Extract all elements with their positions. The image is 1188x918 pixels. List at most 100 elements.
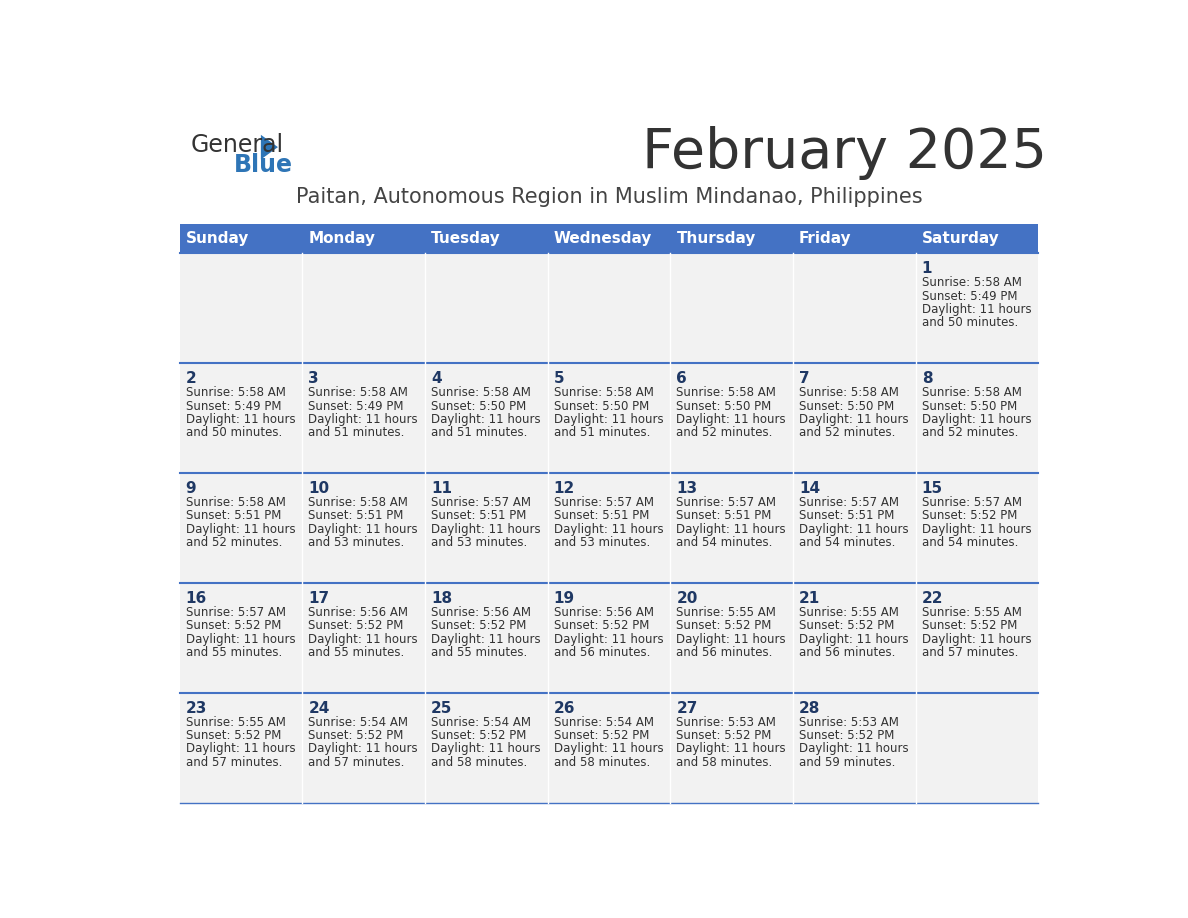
Text: and 56 minutes.: and 56 minutes. [554, 645, 650, 658]
Text: and 50 minutes.: and 50 minutes. [185, 426, 282, 439]
Text: 20: 20 [676, 591, 697, 606]
Text: Sunset: 5:50 PM: Sunset: 5:50 PM [676, 399, 772, 412]
Text: Sunrise: 5:58 AM: Sunrise: 5:58 AM [800, 386, 899, 399]
Text: Daylight: 11 hours: Daylight: 11 hours [922, 522, 1031, 535]
Text: Sunset: 5:50 PM: Sunset: 5:50 PM [800, 399, 895, 412]
Text: Sunrise: 5:53 AM: Sunrise: 5:53 AM [800, 716, 899, 729]
Text: February 2025: February 2025 [643, 126, 1048, 180]
Text: 1: 1 [922, 261, 933, 276]
Text: Daylight: 11 hours: Daylight: 11 hours [676, 412, 786, 426]
Bar [179, 693, 1038, 803]
Text: Daylight: 11 hours: Daylight: 11 hours [676, 743, 786, 756]
Text: Tuesday: Tuesday [431, 231, 501, 246]
Text: and 53 minutes.: and 53 minutes. [309, 536, 405, 549]
Text: 6: 6 [676, 371, 687, 386]
Text: Daylight: 11 hours: Daylight: 11 hours [922, 412, 1031, 426]
Text: Sunset: 5:51 PM: Sunset: 5:51 PM [185, 509, 282, 522]
Bar [670, 224, 792, 253]
Text: Daylight: 11 hours: Daylight: 11 hours [185, 743, 296, 756]
Text: Friday: Friday [800, 231, 852, 246]
Text: and 52 minutes.: and 52 minutes. [185, 536, 282, 549]
Text: 15: 15 [922, 481, 943, 496]
Text: 8: 8 [922, 371, 933, 386]
Text: Sunset: 5:50 PM: Sunset: 5:50 PM [431, 399, 526, 412]
Text: Sunset: 5:51 PM: Sunset: 5:51 PM [800, 509, 895, 522]
Text: Sunset: 5:52 PM: Sunset: 5:52 PM [800, 730, 895, 743]
Text: 12: 12 [554, 481, 575, 496]
Text: 5: 5 [554, 371, 564, 386]
Text: Daylight: 11 hours: Daylight: 11 hours [185, 633, 296, 645]
Text: Sunset: 5:50 PM: Sunset: 5:50 PM [554, 399, 649, 412]
Text: and 52 minutes.: and 52 minutes. [922, 426, 1018, 439]
Text: Daylight: 11 hours: Daylight: 11 hours [554, 743, 663, 756]
Text: and 57 minutes.: and 57 minutes. [922, 645, 1018, 658]
Text: 22: 22 [922, 591, 943, 606]
Text: Sunrise: 5:57 AM: Sunrise: 5:57 AM [185, 607, 285, 620]
Text: Sunset: 5:52 PM: Sunset: 5:52 PM [554, 730, 649, 743]
Text: Daylight: 11 hours: Daylight: 11 hours [185, 522, 296, 535]
Text: Sunset: 5:51 PM: Sunset: 5:51 PM [554, 509, 649, 522]
Text: Monday: Monday [309, 231, 375, 246]
Text: Daylight: 11 hours: Daylight: 11 hours [800, 743, 909, 756]
Text: Sunrise: 5:55 AM: Sunrise: 5:55 AM [922, 607, 1022, 620]
Text: Daylight: 11 hours: Daylight: 11 hours [922, 303, 1031, 316]
Text: Sunset: 5:52 PM: Sunset: 5:52 PM [309, 730, 404, 743]
Text: Daylight: 11 hours: Daylight: 11 hours [800, 412, 909, 426]
Text: and 57 minutes.: and 57 minutes. [185, 756, 282, 768]
Text: Sunrise: 5:57 AM: Sunrise: 5:57 AM [800, 497, 899, 509]
Text: Sunrise: 5:58 AM: Sunrise: 5:58 AM [185, 497, 285, 509]
Bar [548, 224, 670, 253]
Text: Sunrise: 5:58 AM: Sunrise: 5:58 AM [309, 497, 409, 509]
Text: Daylight: 11 hours: Daylight: 11 hours [676, 633, 786, 645]
Bar [792, 224, 916, 253]
Text: Sunrise: 5:55 AM: Sunrise: 5:55 AM [800, 607, 899, 620]
Text: and 51 minutes.: and 51 minutes. [431, 426, 527, 439]
Text: and 58 minutes.: and 58 minutes. [431, 756, 527, 768]
Text: Daylight: 11 hours: Daylight: 11 hours [431, 412, 541, 426]
Text: 23: 23 [185, 701, 207, 716]
Text: 21: 21 [800, 591, 820, 606]
Polygon shape [261, 135, 278, 160]
Text: 14: 14 [800, 481, 820, 496]
Text: 7: 7 [800, 371, 810, 386]
Text: Sunrise: 5:53 AM: Sunrise: 5:53 AM [676, 716, 776, 729]
Text: Sunset: 5:51 PM: Sunset: 5:51 PM [431, 509, 526, 522]
Text: Daylight: 11 hours: Daylight: 11 hours [185, 412, 296, 426]
Text: 3: 3 [309, 371, 320, 386]
Text: Daylight: 11 hours: Daylight: 11 hours [309, 522, 418, 535]
Text: Sunrise: 5:58 AM: Sunrise: 5:58 AM [309, 386, 409, 399]
Text: Sunset: 5:52 PM: Sunset: 5:52 PM [676, 730, 772, 743]
Text: Sunrise: 5:57 AM: Sunrise: 5:57 AM [554, 497, 653, 509]
Text: 2: 2 [185, 371, 196, 386]
Text: 24: 24 [309, 701, 330, 716]
Text: and 54 minutes.: and 54 minutes. [800, 536, 896, 549]
Text: Wednesday: Wednesday [554, 231, 652, 246]
Bar [179, 364, 1038, 474]
Text: Daylight: 11 hours: Daylight: 11 hours [431, 522, 541, 535]
Text: Sunset: 5:52 PM: Sunset: 5:52 PM [431, 620, 526, 633]
Text: Sunset: 5:51 PM: Sunset: 5:51 PM [309, 509, 404, 522]
Text: Sunrise: 5:54 AM: Sunrise: 5:54 AM [431, 716, 531, 729]
Bar [916, 224, 1038, 253]
Text: Sunrise: 5:58 AM: Sunrise: 5:58 AM [431, 386, 531, 399]
Text: and 52 minutes.: and 52 minutes. [676, 426, 772, 439]
Bar [179, 583, 1038, 693]
Text: Sunset: 5:52 PM: Sunset: 5:52 PM [800, 620, 895, 633]
Text: and 52 minutes.: and 52 minutes. [800, 426, 896, 439]
Text: 19: 19 [554, 591, 575, 606]
Text: 9: 9 [185, 481, 196, 496]
Text: 11: 11 [431, 481, 453, 496]
Text: Sunset: 5:52 PM: Sunset: 5:52 PM [922, 509, 1017, 522]
Text: Daylight: 11 hours: Daylight: 11 hours [554, 633, 663, 645]
Text: 16: 16 [185, 591, 207, 606]
Text: Daylight: 11 hours: Daylight: 11 hours [554, 412, 663, 426]
Text: Sunset: 5:52 PM: Sunset: 5:52 PM [922, 620, 1017, 633]
Text: Blue: Blue [234, 153, 292, 177]
Text: 10: 10 [309, 481, 329, 496]
Text: Sunrise: 5:54 AM: Sunrise: 5:54 AM [554, 716, 653, 729]
Text: Sunrise: 5:58 AM: Sunrise: 5:58 AM [185, 386, 285, 399]
Text: Daylight: 11 hours: Daylight: 11 hours [431, 743, 541, 756]
Text: and 57 minutes.: and 57 minutes. [309, 756, 405, 768]
Text: 25: 25 [431, 701, 453, 716]
Text: Daylight: 11 hours: Daylight: 11 hours [554, 522, 663, 535]
